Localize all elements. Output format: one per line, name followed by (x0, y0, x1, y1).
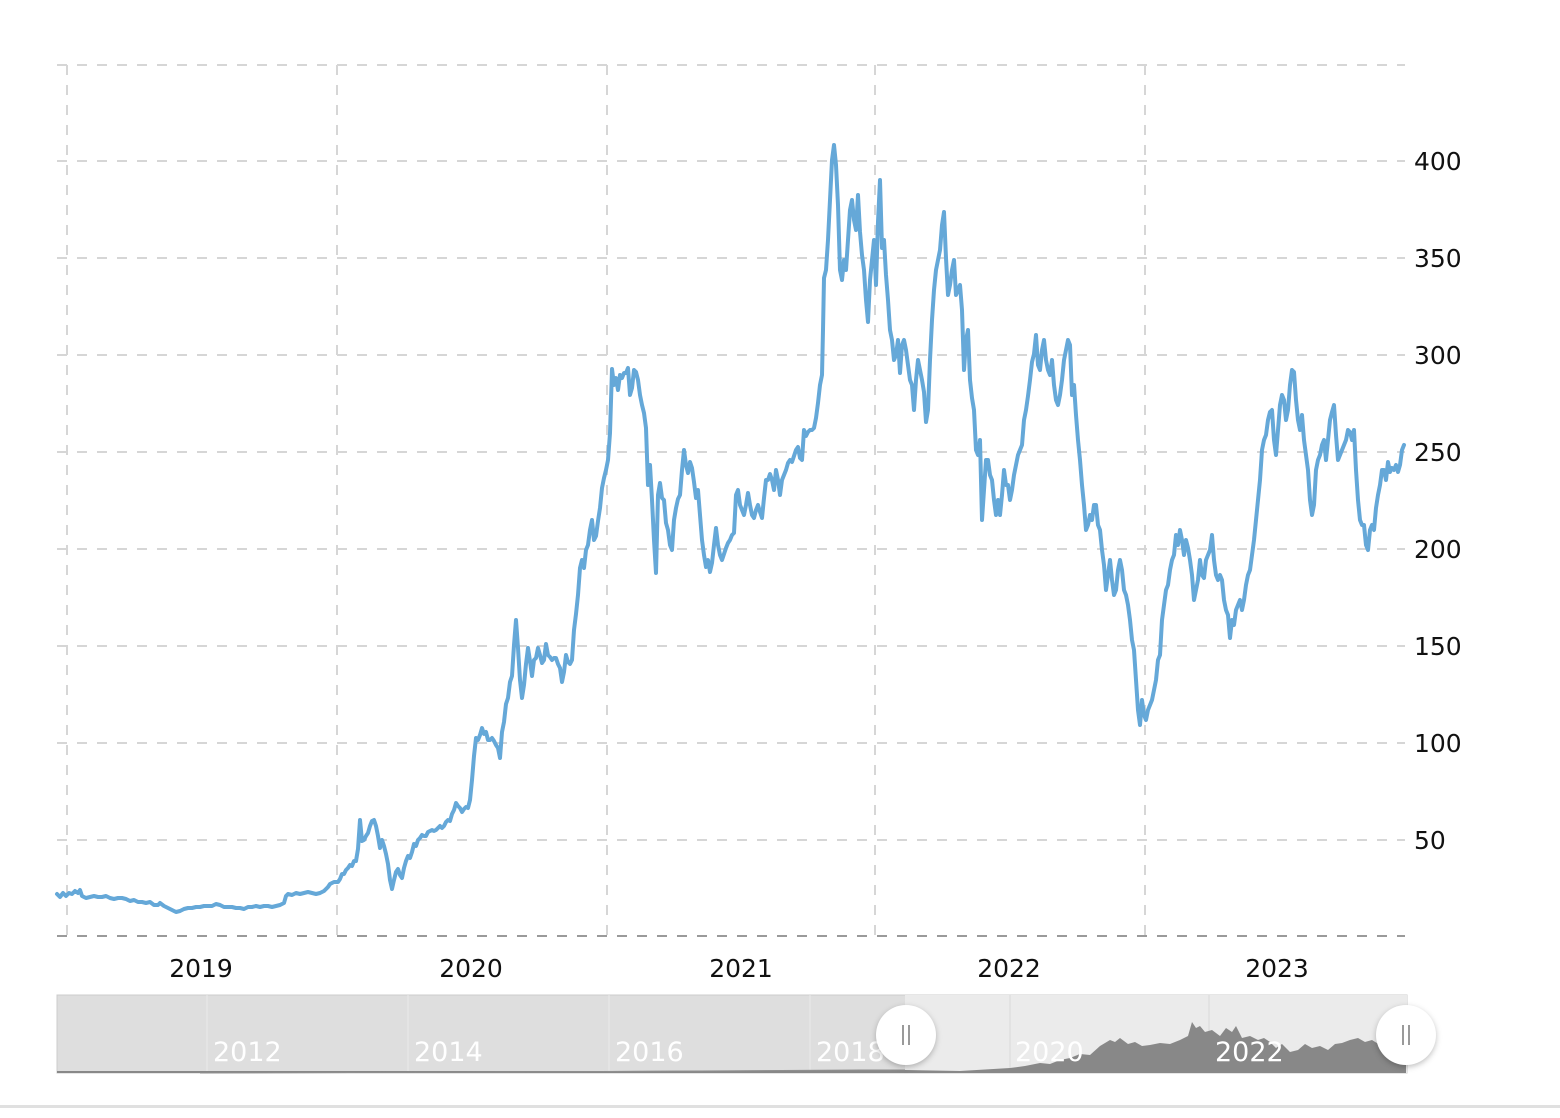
y-tick-label: 250 (1414, 438, 1462, 467)
x-tick-label: 2023 (1245, 954, 1309, 983)
navigator-year-label: 2018 (816, 1037, 885, 1068)
x-tick-label: 2019 (169, 954, 233, 983)
navigator-line-series (199, 1069, 905, 1074)
navigator-year-label: 2022 (1215, 1037, 1284, 1068)
y-axis-labels: 400 350 300 250 200 150 100 50 (1414, 147, 1462, 855)
drag-handle-icon (1402, 1025, 1410, 1045)
drag-handle-icon (902, 1025, 910, 1045)
grid-lines (57, 64, 1405, 936)
x-tick-label: 2020 (439, 954, 503, 983)
bottom-divider (0, 1105, 1560, 1108)
navigator-right-handle[interactable] (1376, 1005, 1436, 1065)
navigator-year-label: 2014 (414, 1037, 483, 1068)
navigator-area-series (57, 1022, 1406, 1073)
y-tick-label: 350 (1414, 244, 1462, 273)
y-tick-label: 150 (1414, 632, 1462, 661)
navigator-year-label: 2020 (1015, 1037, 1084, 1068)
navigator[interactable]: 2012 2014 2016 2018 2020 2022 (56, 994, 1436, 1074)
navigator-year-label: 2016 (615, 1037, 684, 1068)
navigator-year-label: 2012 (213, 1037, 282, 1068)
y-tick-label: 100 (1414, 729, 1462, 758)
y-tick-label: 400 (1414, 147, 1462, 176)
x-tick-label: 2022 (977, 954, 1041, 983)
x-tick-label: 2021 (709, 954, 773, 983)
x-axis-labels: 2019 2020 2021 2022 2023 (169, 954, 1309, 983)
navigator-left-handle[interactable] (876, 1005, 936, 1065)
y-tick-label: 200 (1414, 535, 1462, 564)
y-tick-label: 50 (1414, 826, 1446, 855)
price-series-line[interactable] (55, 143, 1406, 914)
y-tick-label: 300 (1414, 341, 1462, 370)
